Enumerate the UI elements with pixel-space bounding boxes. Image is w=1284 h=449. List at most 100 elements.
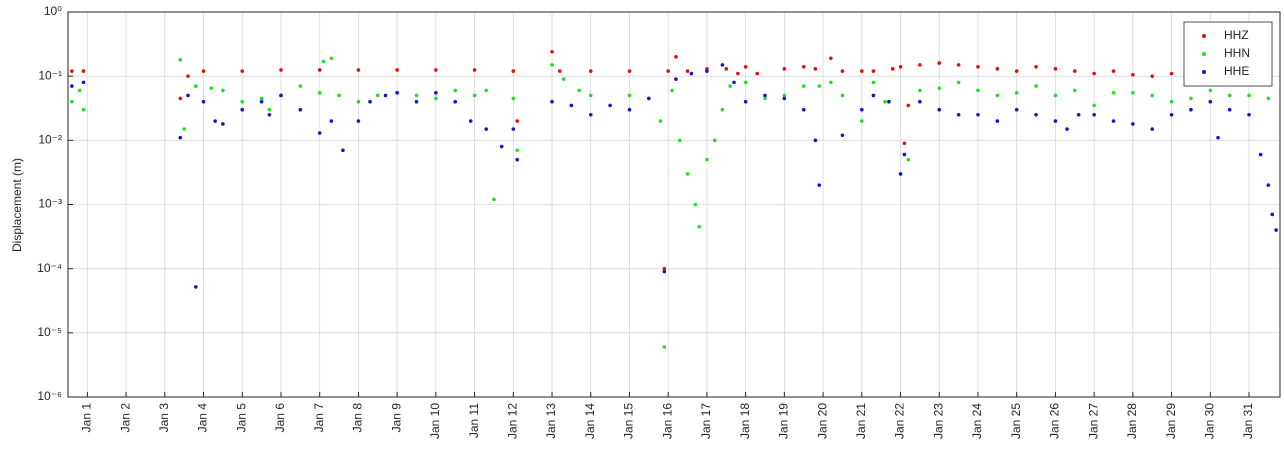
point <box>453 88 458 93</box>
point <box>1111 119 1116 123</box>
y-tick-label: 10⁻³ <box>38 197 62 211</box>
x-tick-label: Jan 9 <box>389 403 403 433</box>
point <box>829 56 833 61</box>
point <box>697 224 701 229</box>
legend: HHZ HHN HHE <box>1183 21 1273 87</box>
point <box>782 93 787 98</box>
point <box>1014 91 1019 95</box>
point <box>317 68 322 72</box>
point <box>484 88 488 93</box>
point <box>666 69 670 73</box>
point <box>1014 107 1019 112</box>
point <box>557 69 562 73</box>
point <box>434 96 438 101</box>
point <box>608 103 612 108</box>
point <box>515 119 519 123</box>
x-tick-label: Jan 8 <box>351 403 365 433</box>
point <box>918 99 922 104</box>
x-tick-label: Jan 23 <box>931 403 945 439</box>
point <box>1034 112 1038 117</box>
x-tick-label: Jan 16 <box>660 403 674 439</box>
point <box>1227 107 1232 112</box>
point <box>550 99 554 104</box>
point <box>298 84 303 88</box>
point <box>1111 91 1116 95</box>
point <box>813 67 818 71</box>
point <box>178 96 183 101</box>
point <box>956 63 961 67</box>
x-tick-label: Jan 13 <box>544 403 558 439</box>
point <box>368 99 372 104</box>
point <box>1266 183 1271 187</box>
point <box>736 71 740 76</box>
point <box>550 49 554 54</box>
point <box>763 93 767 98</box>
point <box>182 127 186 131</box>
point <box>1247 93 1251 98</box>
point <box>499 144 504 149</box>
point <box>279 68 283 72</box>
point <box>240 107 245 112</box>
point <box>70 99 74 104</box>
point <box>902 152 907 157</box>
x-tick-label: Jan 30 <box>1202 403 1216 439</box>
point <box>906 103 911 108</box>
x-tick-label: Jan 25 <box>1009 403 1023 439</box>
point <box>337 93 341 98</box>
point <box>472 68 477 72</box>
x-tick-label: Jan 7 <box>312 403 326 433</box>
point <box>840 93 845 98</box>
point <box>995 67 1000 71</box>
point <box>588 69 593 73</box>
point <box>732 80 736 85</box>
point <box>70 84 74 88</box>
point <box>662 266 667 271</box>
point <box>1150 74 1155 78</box>
point <box>1053 119 1058 123</box>
point <box>468 119 473 123</box>
point <box>1111 69 1116 73</box>
y-axis-label: Displacement (m) <box>10 158 24 252</box>
point <box>627 69 632 73</box>
point <box>898 172 903 176</box>
point <box>887 99 891 104</box>
point <box>588 112 593 117</box>
y-tick-label: 10⁻² <box>38 133 62 147</box>
point <box>705 157 709 162</box>
point <box>801 64 806 69</box>
point <box>1092 103 1096 108</box>
point <box>1189 96 1193 101</box>
point <box>871 69 876 73</box>
point <box>209 86 214 90</box>
point <box>178 135 183 140</box>
point <box>902 141 907 146</box>
point <box>201 69 206 73</box>
point <box>1150 93 1155 98</box>
legend-marker <box>1202 52 1206 56</box>
point <box>550 63 554 67</box>
point <box>1227 93 1232 98</box>
point <box>356 68 361 72</box>
point <box>383 93 388 98</box>
x-tick-label: Jan 24 <box>970 403 984 439</box>
point <box>395 68 399 72</box>
y-tick-label: 10⁰ <box>44 4 62 18</box>
point <box>801 107 806 112</box>
point <box>221 122 225 126</box>
point <box>743 80 748 85</box>
point <box>569 103 574 108</box>
y-tick-label: 10⁻⁵ <box>37 325 62 339</box>
point <box>279 93 283 98</box>
point <box>1076 112 1081 117</box>
point <box>1216 135 1220 140</box>
y-tick-label: 10⁻⁴ <box>37 261 62 275</box>
point <box>890 67 895 71</box>
point <box>395 91 399 95</box>
point <box>515 157 519 162</box>
point <box>186 93 190 98</box>
point <box>817 84 822 88</box>
point <box>317 131 322 135</box>
point <box>1131 73 1135 77</box>
point <box>1065 127 1069 131</box>
